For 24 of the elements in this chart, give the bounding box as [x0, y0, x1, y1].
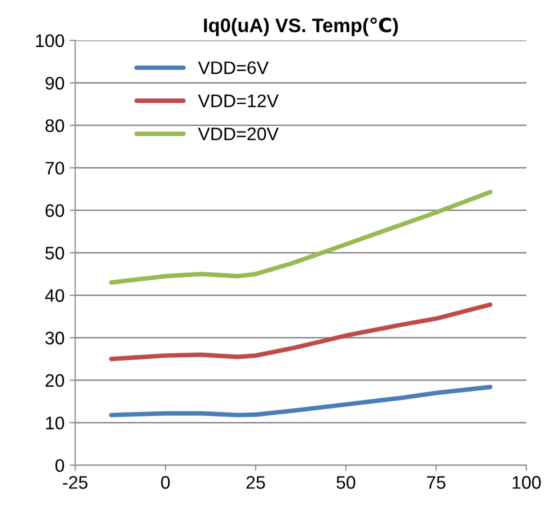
y-tick-label: 90	[46, 76, 64, 90]
legend-label: VDD=6V	[198, 61, 269, 74]
y-tick-label: 100	[36, 34, 64, 48]
y-tick-label: 30	[45, 332, 64, 344]
x-tick-label: 75	[427, 476, 446, 489]
y-tick-label: 40	[45, 289, 64, 302]
y-tick-label: 0	[55, 459, 64, 472]
y-tick-label: 60	[46, 204, 64, 218]
legend-label: VDD=20V	[198, 128, 279, 140]
y-tick-label: 50	[45, 246, 64, 260]
line-series	[109, 384, 492, 418]
y-tick-label: 70	[46, 162, 64, 175]
x-tick-label: -25	[62, 476, 88, 489]
y-tick-label: 80	[45, 119, 64, 132]
x-tick-label: 50	[336, 476, 356, 489]
legend-label: VDD=12V	[198, 94, 279, 108]
y-tick-label: 10	[46, 416, 64, 430]
line-series	[109, 302, 492, 362]
x-tick-label: 0	[161, 476, 170, 489]
chart-title: Iq0(uA) VS. Temp(℃)	[204, 18, 398, 36]
x-tick-label: 100	[512, 476, 541, 489]
y-tick-label: 20	[46, 374, 64, 387]
line-series	[109, 190, 492, 285]
x-tick-label: 25	[246, 476, 265, 489]
